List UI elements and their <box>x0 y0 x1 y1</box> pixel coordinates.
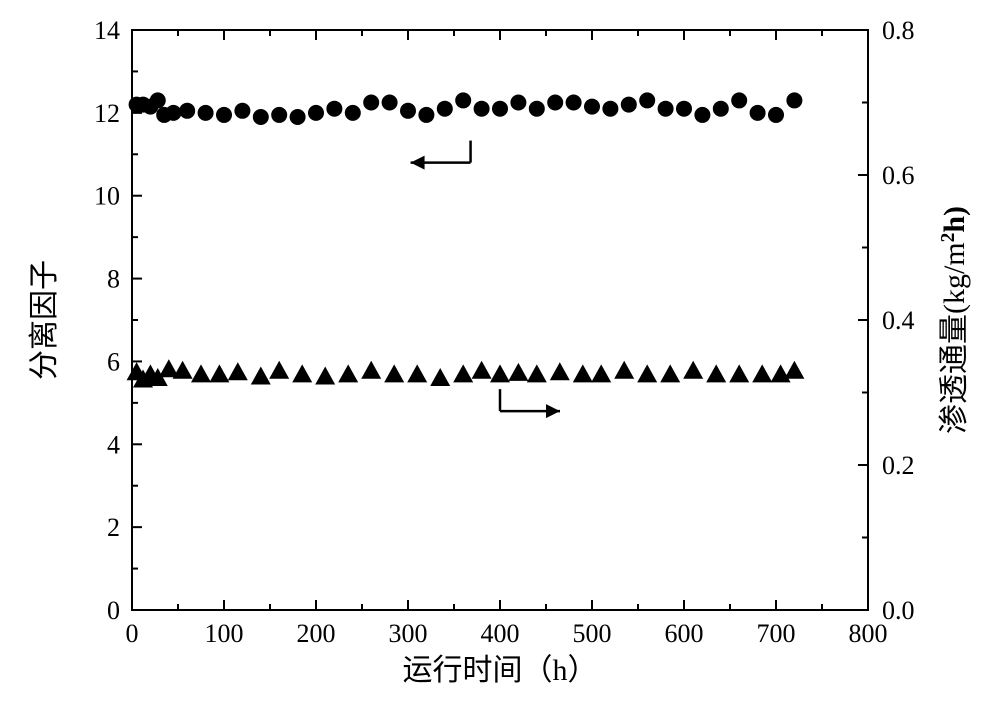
y-left-tick-label: 0 <box>107 596 120 625</box>
data-point-separation-factor <box>676 101 692 117</box>
data-point-separation-factor <box>786 92 802 108</box>
data-point-separation-factor <box>437 101 453 117</box>
x-tick-label: 100 <box>205 619 244 648</box>
data-point-separation-factor <box>216 107 232 123</box>
data-point-separation-factor <box>179 103 195 119</box>
data-point-separation-factor <box>474 101 490 117</box>
data-point-separation-factor <box>529 101 545 117</box>
data-point-separation-factor <box>253 109 269 125</box>
data-point-separation-factor <box>234 103 250 119</box>
data-point-separation-factor <box>418 107 434 123</box>
x-tick-label: 500 <box>573 619 612 648</box>
data-point-separation-factor <box>566 95 582 111</box>
y-left-tick-label: 6 <box>107 347 120 376</box>
y-right-tick-label: 0.2 <box>882 451 915 480</box>
data-point-separation-factor <box>639 92 655 108</box>
y-right-tick-label: 0.6 <box>882 161 915 190</box>
x-axis-label: 运行时间（h） <box>403 654 598 687</box>
y-left-tick-label: 8 <box>107 265 120 294</box>
data-point-separation-factor <box>510 95 526 111</box>
data-point-separation-factor <box>326 101 342 117</box>
x-tick-label: 400 <box>481 619 520 648</box>
x-tick-label: 300 <box>389 619 428 648</box>
x-tick-label: 700 <box>757 619 796 648</box>
data-point-separation-factor <box>602 101 618 117</box>
data-point-separation-factor <box>621 97 637 113</box>
data-point-separation-factor <box>547 95 563 111</box>
y-left-tick-label: 12 <box>94 99 120 128</box>
y-left-axis-label: 分离因子 <box>28 260 61 380</box>
y-right-tick-label: 0.0 <box>882 596 915 625</box>
data-point-separation-factor <box>750 105 766 121</box>
data-point-separation-factor <box>492 101 508 117</box>
data-point-separation-factor <box>308 105 324 121</box>
data-point-separation-factor <box>198 105 214 121</box>
data-point-separation-factor <box>455 92 471 108</box>
data-point-separation-factor <box>584 99 600 115</box>
data-point-separation-factor <box>768 107 784 123</box>
y-left-tick-label: 14 <box>94 16 120 45</box>
y-left-tick-label: 10 <box>94 182 120 211</box>
x-tick-label: 200 <box>297 619 336 648</box>
data-point-separation-factor <box>165 105 181 121</box>
y-right-tick-label: 0.8 <box>882 16 915 45</box>
data-point-separation-factor <box>713 101 729 117</box>
data-point-separation-factor <box>400 103 416 119</box>
data-point-separation-factor <box>271 107 287 123</box>
data-point-separation-factor <box>658 101 674 117</box>
data-point-separation-factor <box>150 92 166 108</box>
data-point-separation-factor <box>694 107 710 123</box>
x-tick-label: 600 <box>665 619 704 648</box>
data-point-separation-factor <box>363 95 379 111</box>
y-left-tick-label: 4 <box>107 430 120 459</box>
y-right-tick-label: 0.4 <box>882 306 915 335</box>
data-point-separation-factor <box>731 92 747 108</box>
data-point-separation-factor <box>290 109 306 125</box>
y-left-tick-label: 2 <box>107 513 120 542</box>
dual-axis-scatter-chart: 0100200300400500600700800024681012140.00… <box>0 0 1000 702</box>
data-point-separation-factor <box>382 95 398 111</box>
data-point-separation-factor <box>345 105 361 121</box>
x-tick-label: 0 <box>126 619 139 648</box>
